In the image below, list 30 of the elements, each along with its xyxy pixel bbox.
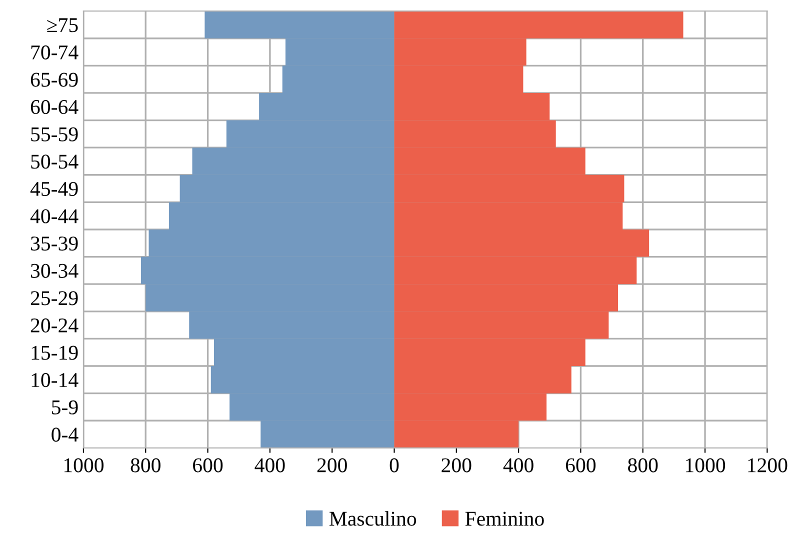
y-tick-label: 45-49 — [30, 182, 78, 196]
x-tick-label: 1200 — [748, 458, 788, 472]
x-tick-label: 400 — [503, 458, 534, 472]
y-tick-label: 0-4 — [52, 428, 78, 442]
x-tick-label: 800 — [130, 458, 160, 472]
x-tick-label: 1000 — [64, 458, 104, 472]
x-tick-label: 800 — [628, 458, 658, 472]
x-tick-label: 400 — [254, 458, 285, 472]
y-tick-label: 5-9 — [52, 400, 78, 414]
x-tick-label: 200 — [317, 458, 347, 472]
x-tick-label: 600 — [566, 458, 596, 472]
legend-label: Masculino — [330, 511, 416, 526]
x-tick-label: 1000 — [686, 458, 726, 472]
y-tick-label: 65-69 — [30, 72, 78, 87]
y-tick-label: 50-54 — [31, 154, 78, 169]
x-tick-label: 0 — [390, 458, 399, 472]
y-tick-label: 40-44 — [30, 209, 78, 224]
y-tick-label: 35-39 — [31, 236, 78, 251]
legend-label: Feminino — [465, 512, 544, 526]
y-tick-label: ≥75 — [47, 18, 78, 32]
y-tick-label: 70-74 — [31, 45, 78, 60]
x-tick-label: 600 — [193, 458, 223, 472]
y-tick-label: 60-64 — [30, 100, 78, 114]
y-tick-label: 25-29 — [30, 291, 78, 306]
y-tick-label: 10-14 — [32, 373, 78, 388]
y-tick-label: 55-59 — [31, 127, 78, 142]
y-tick-label: 20-24 — [30, 318, 78, 332]
y-tick-label: 30-34 — [31, 264, 78, 278]
y-tick-label: 15-19 — [32, 346, 78, 360]
x-tick-label: 200 — [442, 458, 472, 472]
